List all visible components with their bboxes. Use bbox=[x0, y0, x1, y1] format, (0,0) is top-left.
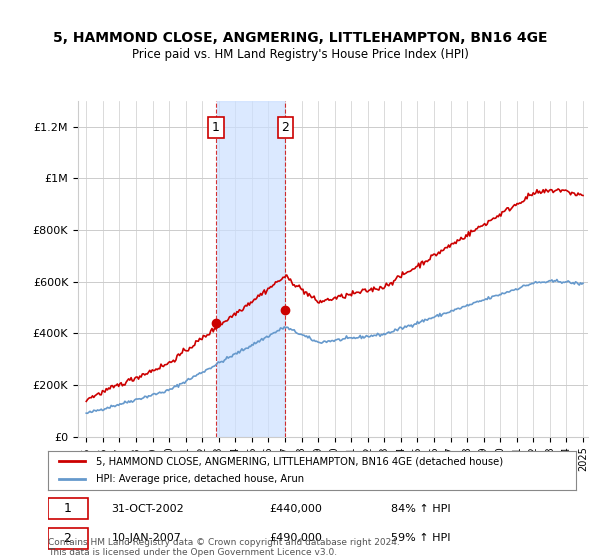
Text: 59% ↑ HPI: 59% ↑ HPI bbox=[391, 533, 451, 543]
Text: 2: 2 bbox=[281, 121, 289, 134]
Text: 5, HAMMOND CLOSE, ANGMERING, LITTLEHAMPTON, BN16 4GE: 5, HAMMOND CLOSE, ANGMERING, LITTLEHAMPT… bbox=[53, 31, 547, 45]
Text: Contains HM Land Registry data © Crown copyright and database right 2024.
This d: Contains HM Land Registry data © Crown c… bbox=[48, 538, 400, 557]
Text: 1: 1 bbox=[64, 502, 71, 515]
Text: £440,000: £440,000 bbox=[270, 504, 323, 514]
FancyBboxPatch shape bbox=[48, 498, 88, 519]
Text: £490,000: £490,000 bbox=[270, 533, 323, 543]
Text: 1: 1 bbox=[212, 121, 220, 134]
Text: 2: 2 bbox=[64, 532, 71, 545]
Text: 31-OCT-2002: 31-OCT-2002 bbox=[112, 504, 184, 514]
Text: 5, HAMMOND CLOSE, ANGMERING, LITTLEHAMPTON, BN16 4GE (detached house): 5, HAMMOND CLOSE, ANGMERING, LITTLEHAMPT… bbox=[95, 456, 503, 466]
Text: Price paid vs. HM Land Registry's House Price Index (HPI): Price paid vs. HM Land Registry's House … bbox=[131, 48, 469, 60]
Text: 10-JAN-2007: 10-JAN-2007 bbox=[112, 533, 181, 543]
Text: HPI: Average price, detached house, Arun: HPI: Average price, detached house, Arun bbox=[95, 474, 304, 484]
Text: 84% ↑ HPI: 84% ↑ HPI bbox=[391, 504, 451, 514]
FancyBboxPatch shape bbox=[48, 528, 88, 549]
